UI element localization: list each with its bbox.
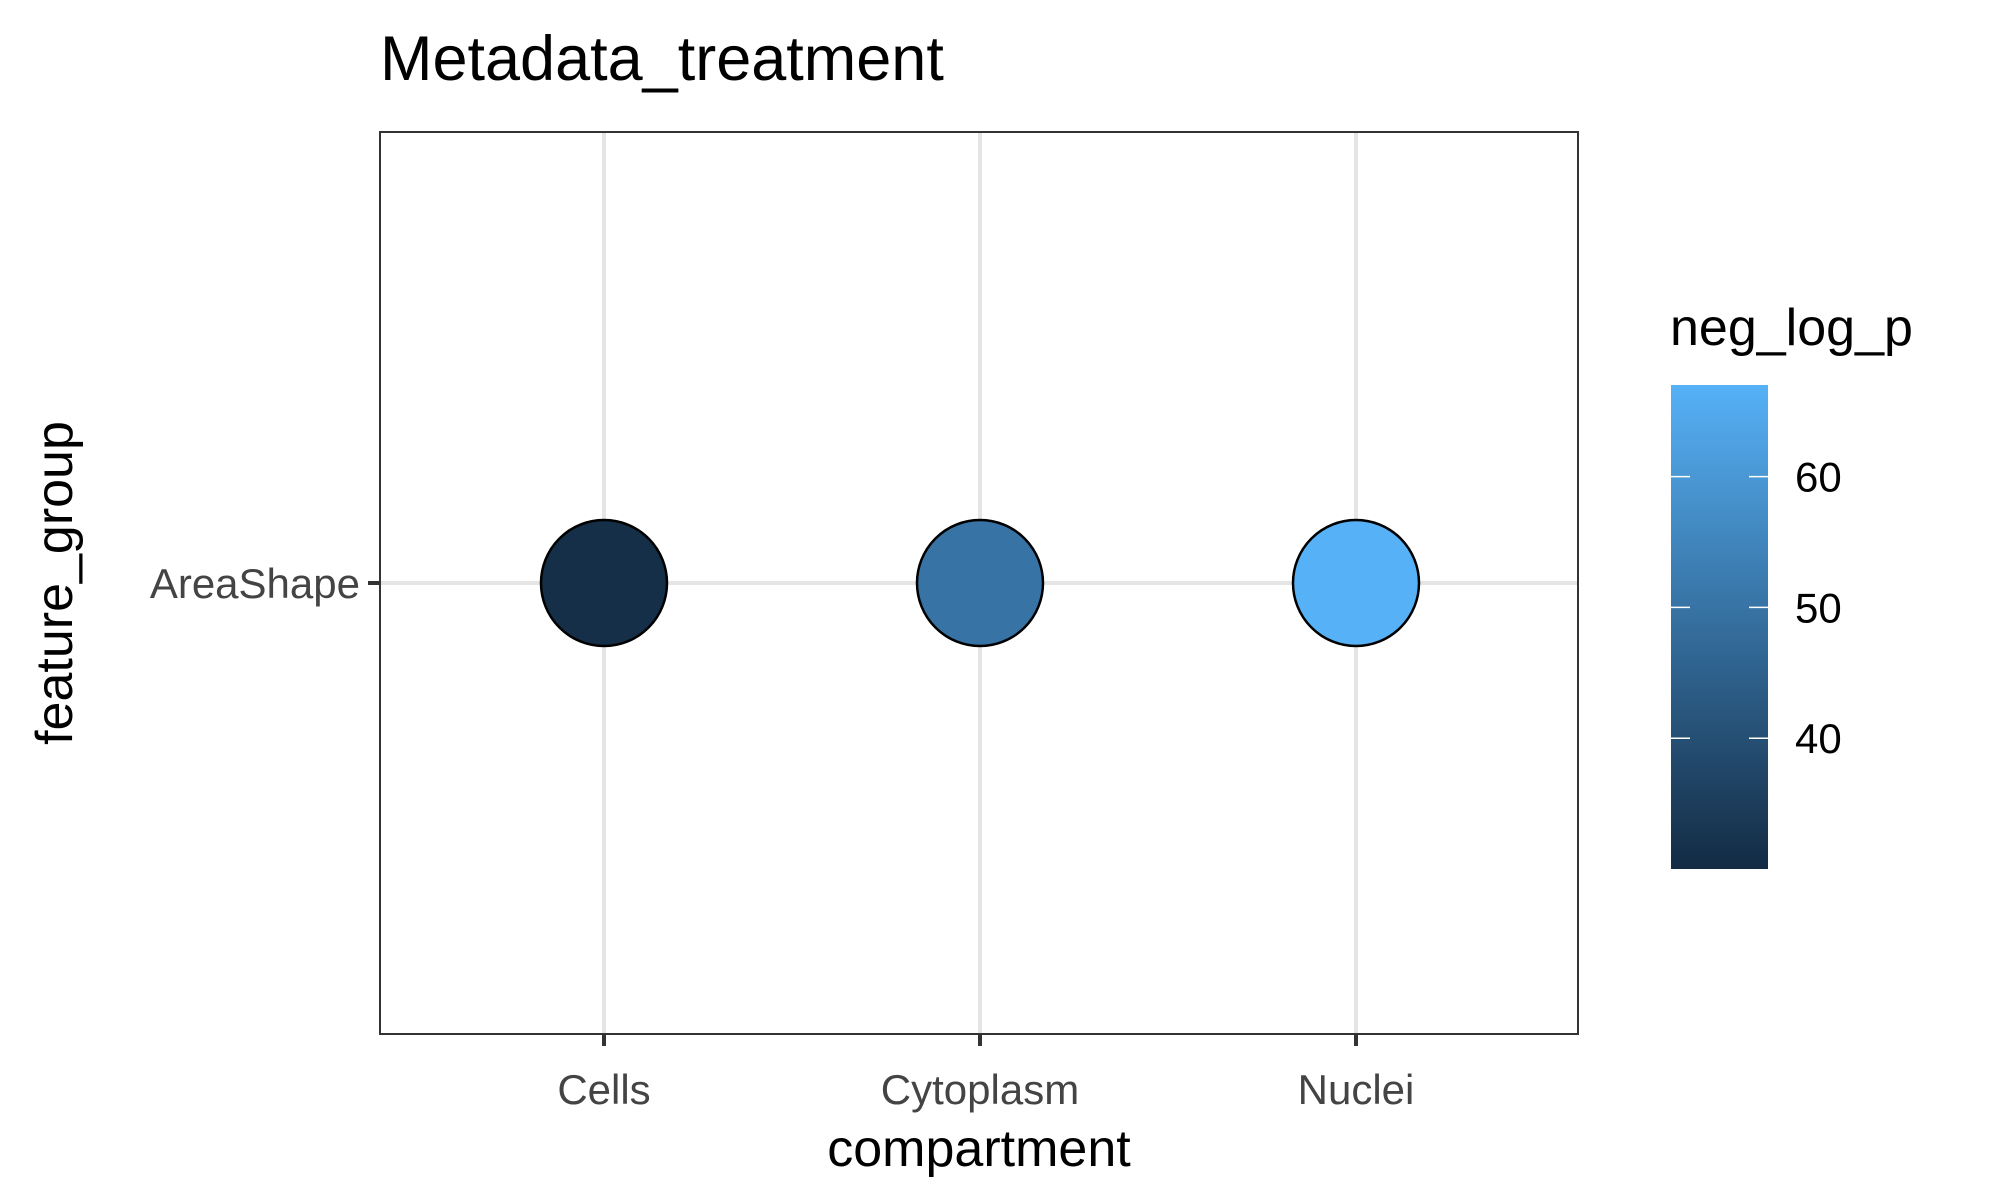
legend-title: neg_log_p (1670, 299, 1913, 357)
y-axis: AreaShape (150, 560, 380, 607)
x-tick-label: Cells (557, 1066, 650, 1113)
legend-colorbar (1671, 385, 1768, 869)
legend-tick-label: 60 (1795, 454, 1842, 501)
data-point-nuclei (1291, 518, 1421, 648)
color-legend: neg_log_p 40 50 60 (1670, 299, 1913, 869)
data-point-cells (539, 518, 669, 648)
legend-tick-label: 40 (1795, 715, 1842, 762)
x-tick-label: Cytoplasm (881, 1066, 1079, 1113)
x-axis: Cells Cytoplasm Nuclei (557, 1034, 1414, 1113)
plot-panel (379, 131, 1579, 1035)
y-axis-title: feature_group (26, 421, 84, 745)
y-tick-label: AreaShape (150, 560, 360, 607)
chart-title: Metadata_treatment (380, 24, 944, 94)
legend-tick-label: 50 (1795, 584, 1842, 631)
data-points (539, 518, 1421, 648)
legend-ticks: 40 50 60 (1671, 454, 1842, 762)
data-point-cytoplasm (915, 518, 1045, 648)
x-axis-title: compartment (827, 1120, 1131, 1178)
x-tick-label: Nuclei (1298, 1066, 1415, 1113)
